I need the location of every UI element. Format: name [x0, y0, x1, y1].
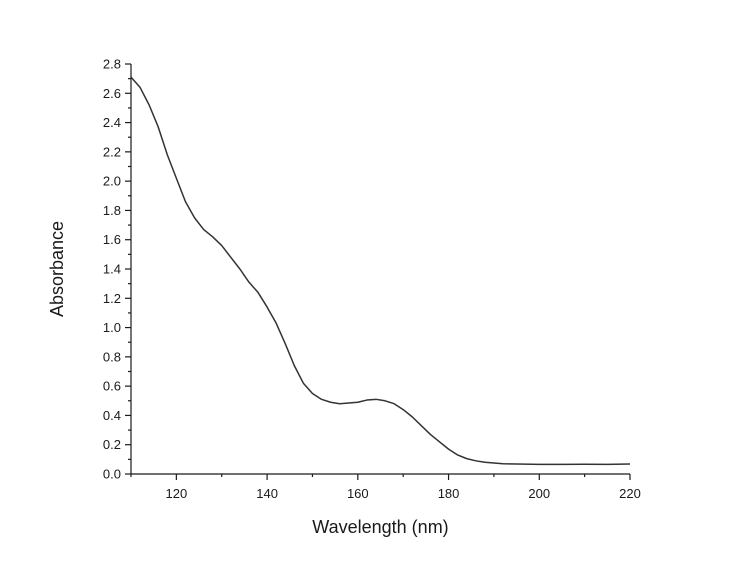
- x-tick-label: 120: [166, 486, 188, 501]
- y-tick-label: 0.0: [103, 467, 121, 482]
- y-tick-label: 1.8: [103, 203, 121, 218]
- y-tick-label: 2.0: [103, 174, 121, 189]
- y-tick-label: 2.6: [103, 86, 121, 101]
- y-tick-label: 2.2: [103, 144, 121, 159]
- x-tick-label: 140: [256, 486, 278, 501]
- y-tick-label: 0.6: [103, 379, 121, 394]
- x-axis-title: Wavelength (nm): [312, 517, 448, 537]
- x-axis-ticks: 120 140 160 180 200 220: [130, 474, 641, 501]
- y-tick-label: 2.4: [103, 115, 121, 130]
- absorbance-series-line: [130, 76, 631, 466]
- y-tick-label: 0.4: [103, 408, 121, 423]
- y-tick-label: 1.4: [103, 262, 121, 277]
- y-tick-label: 2.8: [103, 57, 121, 72]
- y-tick-label: 0.2: [103, 437, 121, 452]
- y-axis-title: Absorbance: [47, 221, 67, 317]
- x-tick-label: 180: [438, 486, 460, 501]
- y-tick-label: 1.6: [103, 232, 121, 247]
- x-tick-label: 200: [528, 486, 550, 501]
- y-axis-ticks: 0.0 0.2 0.4 0.6 0.8 1.0 1.2 1.4 1.6 1.8 2.0 2.2 2.4 2…: [103, 57, 131, 482]
- y-tick-label: 0.8: [103, 349, 121, 364]
- x-tick-label: 160: [347, 486, 369, 501]
- x-tick-label: 220: [619, 486, 641, 501]
- y-tick-label: 1.2: [103, 291, 121, 306]
- y-tick-label: 1.0: [103, 320, 121, 335]
